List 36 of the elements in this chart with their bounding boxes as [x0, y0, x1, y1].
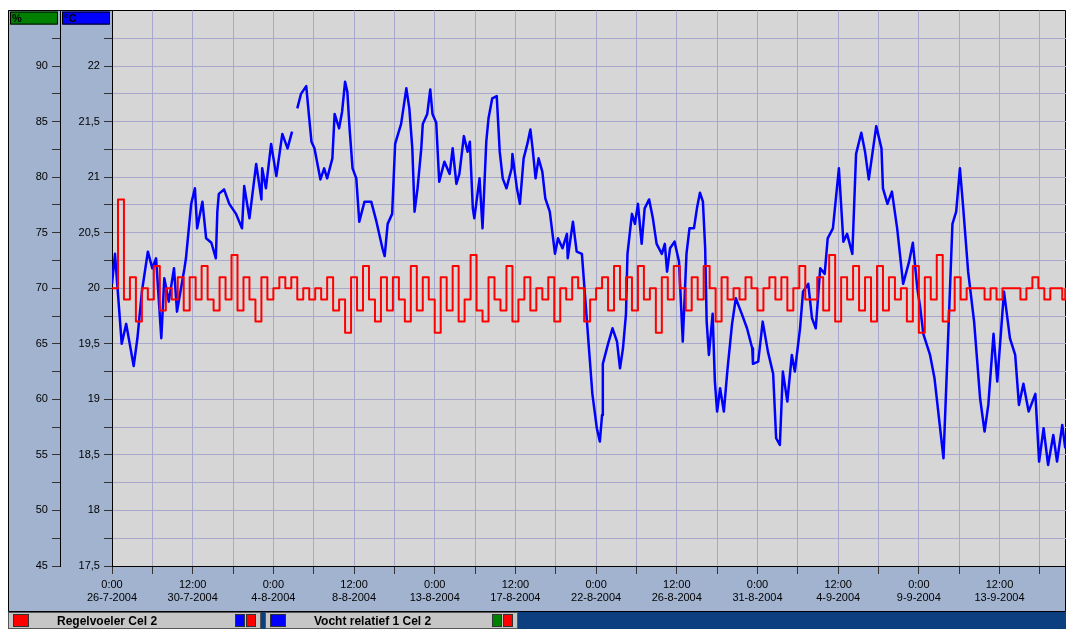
y-tick-label: 75 [35, 225, 48, 238]
x-tick-label: 12:00 17-8-2004 [490, 577, 541, 603]
y-tick-label: 85 [35, 114, 48, 127]
y2-tick-label: 18,5 [78, 447, 100, 460]
y-tick-label: 50 [35, 503, 48, 516]
legend-label: Regelvoeler Cel 2 [57, 613, 159, 628]
y2-tick-label: 22 [87, 59, 100, 72]
x-tick-label: 0:00 31-8-2004 [732, 577, 783, 603]
y-axis-title: % [12, 11, 22, 24]
x-tick-label: 12:00 4-9-2004 [816, 577, 861, 603]
x-tick-label: 12:00 13-9-2004 [974, 577, 1025, 603]
y-tick-label: 80 [35, 170, 48, 183]
y-tick-label: 70 [35, 281, 48, 294]
y-tick-label: 65 [35, 336, 48, 349]
y-tick-label: 60 [35, 392, 48, 405]
legend-label: Vocht relatief 1 Cel 2 [314, 613, 433, 628]
x-tick-label: 0:00 13-8-2004 [409, 577, 460, 603]
y2-tick-label: 19 [87, 392, 100, 405]
x-tick-label: 0:00 9-9-2004 [896, 577, 941, 603]
y-tick-label: 55 [35, 447, 48, 460]
y2-tick-label: 21,5 [78, 114, 100, 127]
y2-tick-label: 19,5 [78, 336, 100, 349]
y2-tick-label: 18 [87, 503, 100, 516]
y2-tick-label: 17,5 [78, 559, 100, 572]
x-tick-label: 12:00 8-8-2004 [332, 577, 377, 603]
y2-tick-label: 21 [87, 170, 100, 183]
x-tick-label: 0:00 22-8-2004 [571, 577, 622, 603]
x-tick-label: 0:00 26-7-2004 [86, 577, 138, 603]
y-tick-label: 90 [35, 59, 48, 72]
x-tick-label: 0:00 4-8-2004 [251, 577, 296, 603]
y2-tick-label: 20 [87, 281, 100, 294]
y2-tick-label: 20,5 [78, 225, 100, 238]
x-tick-label: 12:00 26-8-2004 [651, 577, 702, 603]
y-tick-label: 45 [35, 559, 48, 572]
y2-axis-title: °C [64, 11, 77, 24]
x-tick-label: 12:00 30-7-2004 [167, 577, 218, 603]
